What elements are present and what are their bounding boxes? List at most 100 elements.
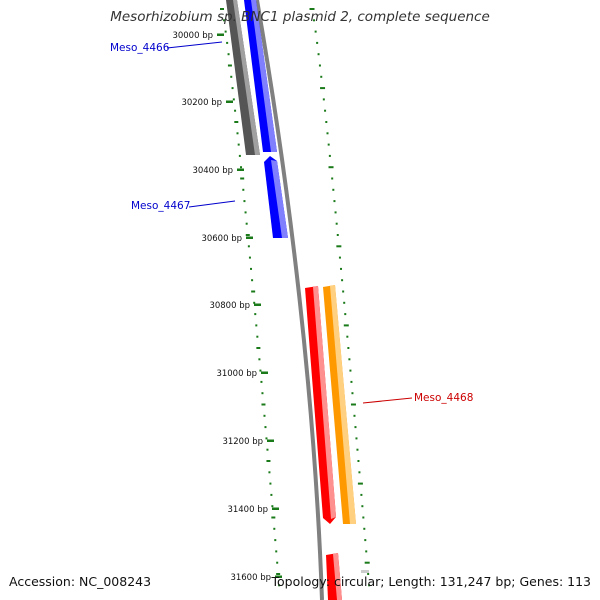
gc-dot: [227, 64, 232, 67]
scale-label: 31400 bp: [227, 505, 268, 515]
gc-dot: [276, 561, 279, 564]
gc-dot: [334, 211, 337, 214]
gc-dot: [350, 380, 353, 383]
gc-content-dots: [220, 8, 371, 587]
gc-dot: [322, 98, 325, 101]
gc-dot: [275, 550, 278, 553]
gc-dot: [328, 166, 334, 169]
gc-dot: [247, 245, 250, 248]
scale-tick: [275, 575, 282, 578]
gc-dot: [260, 380, 263, 383]
gc-dot: [327, 143, 330, 146]
scale-tick: [217, 33, 224, 36]
gene-label-meso-4467[interactable]: Meso_4467: [131, 200, 190, 212]
scale-label: 30800 bp: [209, 301, 250, 311]
gc-dot: [364, 561, 370, 564]
gene-label-meso-4468[interactable]: Meso_4468: [414, 392, 473, 404]
gc-dot: [261, 392, 264, 395]
accession-label: Accession: NC_008243: [9, 574, 152, 589]
scale-tick: [237, 168, 244, 171]
gene-label-leader-meso-4467: [188, 200, 236, 208]
gc-dot: [351, 392, 354, 395]
gc-dot: [266, 460, 271, 462]
gc-dot: [346, 335, 349, 338]
gc-dot: [244, 211, 247, 214]
gc-dot: [364, 539, 367, 542]
gc-dot: [314, 30, 317, 33]
gc-dot: [325, 121, 328, 123]
gc-dot: [316, 41, 319, 44]
scale-label: 30000 bp: [172, 31, 213, 41]
gc-dot: [237, 143, 240, 146]
gene-meso-4467-highlight: [271, 160, 288, 238]
gc-dot: [274, 539, 277, 542]
gc-dot: [355, 437, 358, 440]
gc-dot: [338, 256, 341, 259]
gc-dot: [259, 369, 262, 372]
gc-dot: [367, 573, 370, 575]
gc-dot: [362, 516, 365, 519]
plasmid-backbone-highlight: [259, 0, 326, 600]
gc-dot: [353, 414, 356, 417]
gene-gray-bottom-stub: [361, 570, 369, 573]
gc-dot: [271, 516, 276, 519]
gc-dot: [253, 301, 256, 304]
gc-dot: [258, 358, 261, 361]
gene-label-leader-meso-4468: [362, 397, 413, 404]
gc-dot: [350, 403, 356, 406]
scale-label: 31200 bp: [222, 437, 263, 447]
gene-label-meso-4466[interactable]: Meso_4466: [110, 42, 170, 54]
gc-dot: [245, 234, 250, 236]
gc-dot: [265, 437, 268, 440]
gc-dot: [357, 482, 363, 485]
gc-dot: [318, 64, 321, 67]
gc-dot: [261, 403, 266, 406]
gc-dot: [256, 347, 261, 349]
map-title: Mesorhizobium sp. BNC1 plasmid 2, comple…: [110, 9, 490, 25]
gc-dot: [231, 87, 234, 90]
scale-label: 30600 bp: [201, 234, 242, 244]
gc-dot: [313, 19, 316, 22]
gc-dot: [344, 313, 347, 316]
gene-meso-4466-highlight: [251, 0, 277, 152]
gc-dot: [250, 267, 253, 270]
gc-dot: [270, 493, 273, 496]
gc-dot: [326, 132, 329, 135]
gc-dot: [238, 154, 241, 157]
gc-dot: [242, 188, 245, 191]
gc-dot: [240, 177, 245, 180]
gc-dot: [354, 426, 357, 429]
gc-dot: [333, 200, 336, 203]
scale-tick: [246, 236, 253, 239]
gc-dot: [343, 324, 349, 327]
gc-dot: [348, 358, 351, 361]
gc-dot: [324, 109, 327, 112]
gc-dot: [240, 166, 243, 169]
gc-dot: [268, 471, 271, 474]
gc-dot: [236, 132, 239, 135]
scale-tick: [272, 507, 279, 510]
gc-dot: [273, 527, 276, 530]
gc-dot: [347, 347, 350, 349]
gc-dot: [342, 290, 345, 293]
gc-dot: [271, 505, 274, 508]
plasmid-backbone: [255, 0, 324, 600]
gc-dot: [226, 41, 229, 44]
gc-dot: [363, 527, 366, 530]
gc-dot: [248, 256, 251, 259]
gc-dot: [336, 245, 342, 248]
scale-tick: [267, 439, 274, 442]
gc-dot: [328, 154, 331, 157]
gc-dot: [341, 279, 344, 282]
topology-summary: Topology: circular; Length: 131,247 bp; …: [271, 574, 592, 589]
gc-dot: [266, 448, 269, 451]
gc-dot: [343, 301, 346, 304]
gene-label-leader-meso-4466: [166, 41, 223, 49]
gc-dot: [358, 471, 361, 474]
scale-label: 30200 bp: [181, 98, 222, 108]
gc-dot: [361, 505, 364, 508]
gc-dot: [254, 313, 257, 316]
scale-label: 30400 bp: [192, 166, 233, 176]
